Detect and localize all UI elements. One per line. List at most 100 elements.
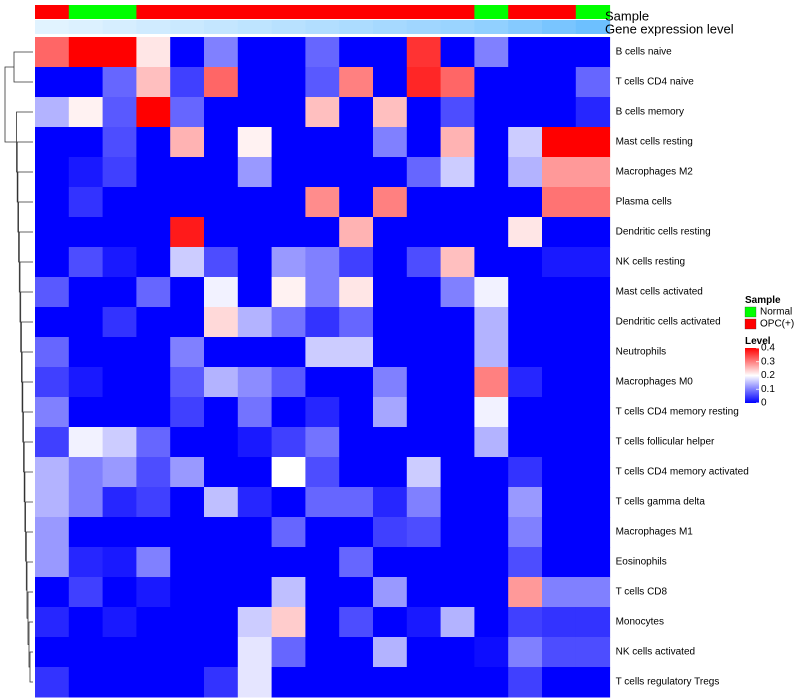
heatmap-cell: [542, 247, 577, 278]
heatmap-cell: [136, 307, 171, 338]
heatmap-cell: [102, 547, 137, 578]
heatmap-cell: [575, 397, 611, 428]
heatmap-cell: [474, 607, 509, 638]
heatmap-cell: [237, 487, 273, 518]
heatmap-cell: [575, 577, 611, 608]
heatmap-cell: [508, 487, 543, 518]
legend-entry-label: Normal: [760, 307, 792, 318]
heatmap-cell: [542, 517, 577, 548]
heatmap-cell: [339, 457, 374, 488]
legend-sample-title: Sample: [745, 295, 781, 306]
sample-annot-cell: [170, 5, 205, 19]
heatmap-cell: [542, 97, 577, 128]
heatmap-cell: [474, 97, 509, 128]
heatmap-cell: [575, 547, 611, 578]
heatmap-cell: [204, 307, 239, 338]
heatmap-cell: [406, 127, 442, 158]
heatmap-cell: [237, 307, 273, 338]
heatmap-cell: [406, 277, 442, 308]
heatmap-cell: [406, 667, 442, 698]
heatmap-cell: [305, 637, 340, 668]
heatmap-cell: [440, 397, 475, 428]
sample-annot-cell: [575, 5, 611, 19]
heatmap-cell: [542, 127, 577, 158]
heatmap-cell: [170, 97, 205, 128]
heatmap-cell: [305, 517, 340, 548]
heatmap-cell: [305, 547, 340, 578]
row-labels: B cells naive T cells CD4 naive B cells me…: [616, 47, 749, 688]
heatmap-cell: [271, 367, 306, 398]
heatmap-cell: [575, 187, 611, 218]
heatmap-cell: [305, 667, 340, 698]
sample-annot-cell: [406, 5, 442, 19]
heatmap-cell: [170, 397, 205, 428]
heatmap-cell: [373, 187, 408, 218]
heatmap-cell: [271, 607, 306, 638]
heatmap-cell: [542, 607, 577, 638]
sample-annot-cell: [271, 5, 306, 19]
sample-annot-cell: [339, 5, 374, 19]
heatmap-cell: [204, 547, 239, 578]
legend-swatch: [744, 318, 757, 330]
heatmap-cell: [373, 247, 408, 278]
heatmap-cell: [373, 577, 408, 608]
heatmap-cell: [136, 67, 171, 98]
expression-annot-cell: [271, 20, 306, 34]
expression-annot-cell: [508, 20, 543, 34]
heatmap-cell: [406, 397, 442, 428]
heatmap-cell: [136, 37, 171, 68]
sample-annot-cell: [508, 5, 543, 19]
heatmap-cell: [575, 367, 611, 398]
heatmap-cell: [575, 607, 611, 638]
legend-tick-label: 0: [761, 398, 767, 409]
heatmap-cell: [542, 37, 577, 68]
heatmap-cell: [373, 97, 408, 128]
heatmap-cell: [440, 247, 475, 278]
heatmap-cell: [68, 457, 104, 488]
heatmap-cell: [237, 67, 273, 98]
heatmap-cell: [35, 397, 70, 428]
heatmap-cell: [339, 367, 374, 398]
expression-annot-cell: [474, 20, 509, 34]
heatmap-cell: [35, 577, 70, 608]
heatmap-cell: [406, 637, 442, 668]
heatmap-cell: [474, 517, 509, 548]
heatmap-cell: [237, 127, 273, 158]
heatmap-cell: [373, 487, 408, 518]
heatmap-cell: [508, 157, 543, 188]
heatmap-cell: [406, 97, 442, 128]
heatmap-cell: [170, 487, 205, 518]
heatmap-cell: [575, 307, 611, 338]
heatmap-cell: [102, 457, 137, 488]
heatmap-cell: [575, 37, 611, 68]
heatmap-cell: [170, 157, 205, 188]
heatmap-cell: [339, 337, 374, 368]
heatmap-cell: [474, 67, 509, 98]
heatmap-cell: [237, 247, 273, 278]
heatmap-cell: [102, 277, 137, 308]
heatmap-cell: [35, 247, 70, 278]
heatmap-cell: [373, 217, 408, 248]
heatmap-cell: [542, 547, 577, 578]
heatmap-cell: [35, 157, 70, 188]
heatmap-cell: [271, 277, 306, 308]
heatmap-cell: [305, 67, 340, 98]
heatmap-cell: [136, 487, 171, 518]
heatmap-cell: [204, 67, 239, 98]
sample-annot-cell: [373, 5, 408, 19]
heatmap-cell: [305, 307, 340, 338]
expression-annot-cell: [68, 20, 104, 34]
sample-annot-cell: [474, 5, 509, 19]
heatmap-cell: [102, 367, 137, 398]
heatmap-cell: [406, 367, 442, 398]
heatmap-cell: [508, 307, 543, 338]
heatmap-cell: [35, 67, 70, 98]
heatmap-cell: [373, 667, 408, 698]
heatmap-cell: [305, 427, 340, 458]
heatmap-cell: [305, 157, 340, 188]
heatmap-cell: [271, 67, 306, 98]
heatmap-cell: [35, 37, 70, 68]
heatmap-cell: [271, 187, 306, 218]
heatmap-cell: [575, 667, 611, 698]
